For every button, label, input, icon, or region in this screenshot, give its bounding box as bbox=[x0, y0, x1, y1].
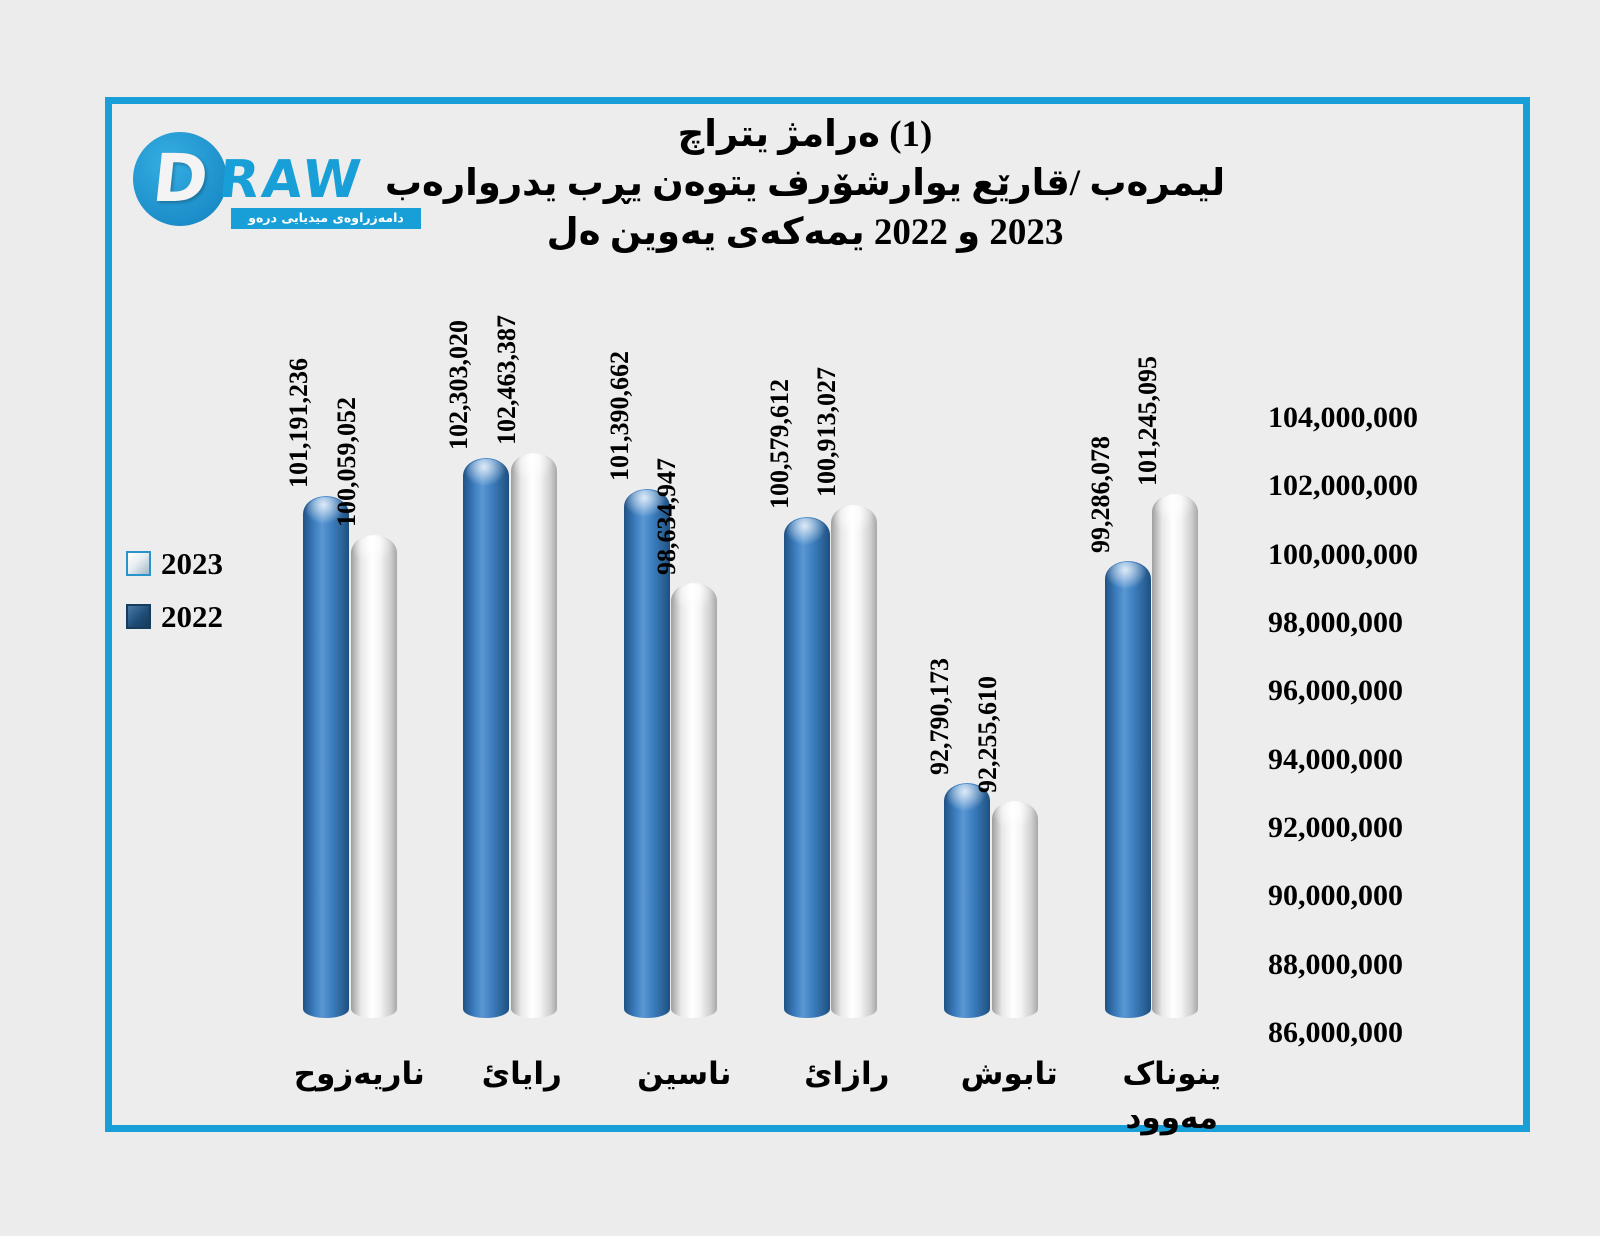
data-label-2023-cat2: 98,634,947 bbox=[652, 458, 682, 576]
y-axis-tick-label-5: 94,000,000 bbox=[1268, 742, 1403, 776]
data-label-2022-cat2: 101,390,662 bbox=[604, 351, 634, 482]
cylinder-cap-highlight bbox=[834, 506, 875, 535]
cylinder-cap-highlight bbox=[946, 784, 988, 812]
legend-label-2022: 2022 bbox=[161, 599, 223, 634]
y-axis-tick-label-9: 86,000,000 bbox=[1268, 1016, 1403, 1049]
y-axis-tick-label-0: 104,000,000 bbox=[1268, 401, 1418, 434]
y-axis-tick-label-3: 98,000,000 bbox=[1268, 606, 1403, 639]
data-label-2023-cat5: 101,245,095 bbox=[1133, 356, 1162, 487]
x-axis-category-label-3: ئازار bbox=[757, 1052, 937, 1096]
x-axis-category-label-5: کانونی دووەم bbox=[1082, 1052, 1262, 1136]
cylinder-2022-cat4 bbox=[944, 783, 991, 1018]
chart-title: چارتی ژمارە (1) بەراوردی بڕی نەوتی فرۆشر… bbox=[105, 110, 1505, 257]
x-axis-category-text: ئازار bbox=[804, 1056, 890, 1092]
chart-title-line2: بەراوردی بڕی نەوتی فرۆشراوی عێراق/ بەرمی… bbox=[384, 163, 1226, 204]
y-axis-tick-label-6: 92,000,000 bbox=[1268, 811, 1403, 844]
data-label-2023-cat3: 100,913,027 bbox=[812, 367, 842, 498]
x-axis-category-text: ئایار bbox=[481, 1056, 562, 1092]
data-label-2023-cat4: 92,255,610 bbox=[972, 676, 1002, 794]
y-axis-tick-label-1: 102,000,000 bbox=[1268, 469, 1418, 503]
cylinder-2022-cat2 bbox=[623, 489, 670, 1018]
cylinder-2022-cat1 bbox=[463, 457, 510, 1018]
x-axis-category-label-0: حوزەیران bbox=[269, 1052, 449, 1096]
cylinder-cap-highlight bbox=[466, 458, 507, 487]
data-label-2023-cat1: 102,463,387 bbox=[491, 314, 521, 445]
cylinder-2022-cat0 bbox=[303, 495, 349, 1018]
cylinder-cap-highlight bbox=[1107, 562, 1148, 591]
chart-title-line3: لە نیوەی یەکەمی 2022 و 2023 bbox=[546, 212, 1064, 253]
x-axis-category-label-2: نیسان bbox=[594, 1052, 774, 1096]
cylinder-cap-highlight bbox=[1154, 495, 1196, 524]
x-axis-category-text: حوزەیران bbox=[293, 1056, 425, 1092]
cylinder-cap-highlight bbox=[305, 496, 347, 525]
x-axis-category-text: نیسان bbox=[637, 1056, 732, 1092]
y-axis-tick-label-4: 96,000,000 bbox=[1268, 674, 1403, 708]
legend-label-2023: 2023 bbox=[161, 546, 223, 581]
y-axis-tick-label-7: 90,000,000 bbox=[1268, 879, 1403, 913]
logo-ribbon: دامەزراوەی میدیایی درەو bbox=[231, 208, 421, 229]
x-axis-category-label-1: ئایار bbox=[432, 1052, 612, 1096]
cylinder-cap-highlight bbox=[673, 584, 715, 613]
data-label-2022-cat1: 102,303,020 bbox=[444, 319, 474, 450]
data-label-2023-cat0: 100,059,052 bbox=[331, 396, 361, 527]
logo-tagline: دامەزراوەی میدیایی درەو bbox=[248, 210, 404, 226]
data-label-2022-cat5: 99,286,078 bbox=[1085, 436, 1115, 554]
cylinder-2023-cat5 bbox=[1152, 494, 1198, 1018]
data-label-2022-cat4: 92,790,173 bbox=[925, 658, 955, 775]
cylinder-2023-cat3 bbox=[831, 505, 878, 1018]
cylinder-cap-highlight bbox=[626, 490, 667, 519]
x-axis-category-text: شوبات bbox=[960, 1056, 1058, 1092]
legend-swatch-icon-2022 bbox=[126, 604, 151, 629]
cylinder-cap-highlight bbox=[513, 453, 555, 482]
cylinder-2022-cat3 bbox=[783, 516, 830, 1018]
cylinder-2023-cat4 bbox=[991, 801, 1038, 1018]
y-axis-tick-label-8: 88,000,000 bbox=[1268, 947, 1403, 981]
y-axis-tick-label-2: 100,000,000 bbox=[1268, 537, 1418, 571]
cylinder-2023-cat0 bbox=[350, 534, 397, 1018]
legend-item-2023: 2023 bbox=[126, 548, 223, 579]
data-label-2022-cat0: 101,191,236 bbox=[284, 357, 313, 488]
cylinder-2022-cat5 bbox=[1104, 561, 1151, 1018]
x-axis-category-text: کانونی دووەم bbox=[1122, 1056, 1222, 1136]
legend: 2023 2022 bbox=[126, 548, 223, 654]
logo-circle-icon: D bbox=[133, 132, 227, 226]
cylinder-cap-highlight bbox=[353, 535, 394, 564]
legend-swatch-icon-2023 bbox=[126, 551, 151, 576]
cylinder-cap-highlight bbox=[994, 802, 1035, 831]
data-label-2022-cat3: 100,579,612 bbox=[764, 378, 794, 509]
x-axis-category-label-4: شوبات bbox=[919, 1052, 1099, 1096]
chart-title-line1: چارتی ژمارە (1) bbox=[677, 114, 933, 155]
cylinder-2023-cat1 bbox=[510, 452, 557, 1018]
legend-item-2022: 2022 bbox=[126, 601, 223, 632]
cylinder-2023-cat2 bbox=[671, 583, 718, 1018]
draw-media-logo: D RAW دامەزراوەی میدیایی درەو bbox=[133, 132, 433, 242]
cylinder-cap-highlight bbox=[786, 517, 828, 546]
